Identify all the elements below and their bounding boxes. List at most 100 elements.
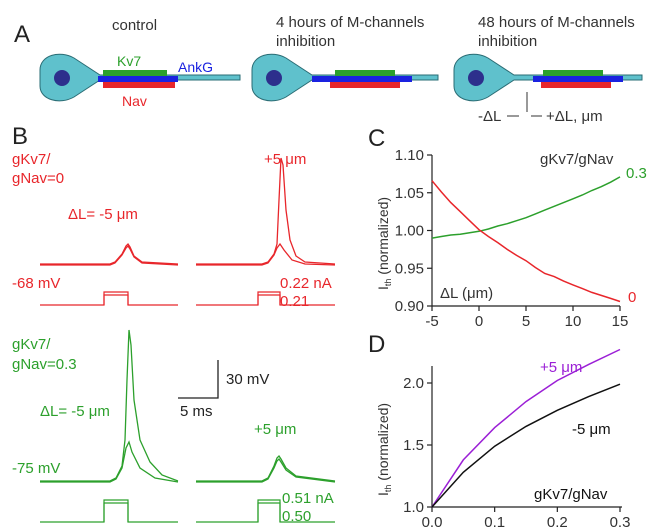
green-left-trace-sub — [40, 440, 179, 483]
red-ratio-line1: gKv7/ — [12, 151, 51, 168]
svg-text:Ith (normalized): Ith (normalized) — [375, 197, 393, 290]
chart-d-x-tick-label: 0.0 — [422, 514, 443, 528]
chart-c-y-label-main: I — [375, 286, 391, 290]
green-ratio-line2: gNav=0.3 — [12, 356, 77, 373]
panel-label-a: A — [14, 21, 30, 48]
nav-bar-48h — [541, 82, 611, 88]
chart-d-x-tick-label: 0.1 — [484, 514, 505, 528]
red-right-step-1 — [196, 291, 335, 306]
green-right-trace-2 — [196, 457, 336, 483]
chart-c-x-tick-label: 10 — [565, 313, 582, 330]
red-left-step-2 — [103, 294, 129, 305]
green-right-shift: +5 μm — [254, 421, 296, 438]
panel-label-d: D — [368, 331, 385, 358]
red-current-lo: 0.21 — [280, 293, 309, 310]
green-left-step-1 — [40, 499, 178, 523]
chart-d-x-tick-label: 0.2 — [547, 514, 568, 528]
ankg-bar-control — [98, 76, 178, 82]
red-left-shift: ΔL= -5 μm — [68, 206, 138, 223]
chart-d-y-tick-label: 1.5 — [403, 437, 424, 454]
red-ratio-line2: gNav=0 — [12, 170, 64, 187]
condition-control-title: control — [112, 17, 157, 34]
ankg-bar-4h — [312, 76, 412, 82]
nav-bar-control — [103, 82, 175, 88]
condition-4h-title-line2: inhibition — [276, 33, 335, 50]
chart-d-series-label-minus5: -5 μm — [572, 421, 611, 438]
panel-b: gKv7/ gNav=0 ΔL= -5 μm +5 μm -68 mV 0.22… — [12, 151, 336, 525]
red-left-trace-2 — [40, 244, 179, 266]
kv7-label: Kv7 — [117, 53, 141, 69]
red-right-shift: +5 μm — [264, 151, 306, 168]
chart-c-y-tick-label: 0.90 — [395, 298, 424, 315]
red-right-trace-spike — [196, 157, 336, 265]
condition-48h-title-line2: inhibition — [478, 33, 537, 50]
condition-48h-title-line1: 48 hours of M-channels — [478, 14, 635, 31]
scale-bar-voltage: 30 mV — [226, 371, 269, 388]
chart-c-y-label-rest: (normalized) — [375, 197, 391, 279]
neuron-4h — [251, 53, 439, 102]
red-right-trace-sub — [196, 242, 336, 266]
shift-plus-label: +ΔL, μm — [546, 108, 603, 125]
green-current-steps — [40, 499, 335, 523]
chart-d-y-tick-label: 2.0 — [403, 375, 424, 392]
chart-d-series-line-1 — [431, 383, 621, 508]
ankg-bar-48h — [533, 76, 623, 82]
chart-c-y-tick-label: 0.95 — [395, 260, 424, 277]
chart-c-legend-title: gKv7/gNav — [540, 151, 614, 168]
red-left-trace-1 — [40, 242, 179, 265]
red-current-steps — [40, 291, 335, 306]
green-vrest: -75 mV — [12, 460, 60, 477]
green-left-step-2 — [103, 502, 129, 522]
chart-c-series-label-0: 0 — [628, 289, 636, 306]
chart-d-y-label-sub: th — [383, 485, 393, 493]
neuron-48h: -ΔL +ΔL, μm — [453, 53, 643, 125]
chart-c-series-line-0 — [431, 176, 621, 239]
green-voltage-traces — [40, 329, 336, 483]
chart-c-y-ticks: 0.90 0.95 1.00 1.05 1.10 — [395, 147, 432, 315]
chart-c-y-tick-label: 1.00 — [395, 223, 424, 240]
chart-d-y-label-main: I — [375, 492, 391, 496]
kv7-bar-4h — [335, 70, 395, 76]
chart-c-series — [431, 176, 621, 303]
chart-d-y-label-rest: (normalized) — [375, 403, 391, 485]
chart-d-y-ticks: 1.0 1.5 2.0 — [403, 375, 432, 516]
scale-bar-time: 5 ms — [180, 403, 213, 420]
chart-d-series-line-0 — [431, 348, 621, 508]
chart-c-y-label: Ith (normalized) — [375, 197, 393, 290]
chart-d-y-label: Ith (normalized) — [375, 403, 393, 496]
kv7-bar-48h — [543, 70, 603, 76]
red-voltage-traces — [40, 157, 336, 266]
chart-c-series-line-1 — [431, 180, 621, 303]
nav-label: Nav — [122, 93, 147, 109]
chart-c-x-tick-label: 15 — [612, 313, 629, 330]
chart-d-x-ticks: 0.0 0.1 0.2 0.3 — [422, 507, 631, 528]
chart-c-y-label-sub: th — [383, 279, 393, 287]
panel-label-b: B — [12, 123, 28, 150]
chart-c-x-tick-label: 0 — [475, 313, 483, 330]
red-vrest: -68 mV — [12, 275, 60, 292]
chart-d-series-label-plus5: +5 μm — [540, 359, 582, 376]
chart-c-x-tick-label: -5 — [425, 313, 438, 330]
nav-bar-4h — [330, 82, 400, 88]
chart-c-y-tick-label: 1.10 — [395, 147, 424, 164]
chart-d-x-label: gKv7/gNav — [534, 486, 608, 503]
chart-c-series-label-0.3: 0.3 — [626, 165, 647, 182]
chart-c: 0.900.951.001.051.10 -5 0 5 10 15 gKv7/gNav … — [375, 147, 647, 330]
panel-label-c: C — [368, 125, 385, 152]
scale-bar: 30 mV 5 ms — [178, 360, 269, 420]
chart-d-y-tick-label: 1.0 — [403, 499, 424, 516]
ankg-label: AnkG — [178, 59, 213, 75]
red-right-step-2 — [257, 294, 281, 305]
svg-text:Ith (normalized): Ith (normalized) — [375, 403, 393, 496]
panel-a: control 4 hours of M-channels inhibition… — [39, 14, 643, 125]
chart-d-axes — [431, 366, 622, 508]
green-ratio-line1: gKv7/ — [12, 336, 51, 353]
red-left-step-1 — [40, 291, 178, 306]
chart-d-x-tick-label: 0.3 — [610, 514, 631, 528]
green-right-step-2 — [257, 502, 281, 522]
kv7-bar-control — [103, 70, 167, 76]
green-left-shift: ΔL= -5 μm — [40, 403, 110, 420]
neuron-control: Kv7 AnkG Nav — [39, 53, 241, 109]
green-current-lo: 0.50 — [282, 508, 311, 525]
chart-c-y-tick-label: 1.05 — [395, 185, 424, 202]
